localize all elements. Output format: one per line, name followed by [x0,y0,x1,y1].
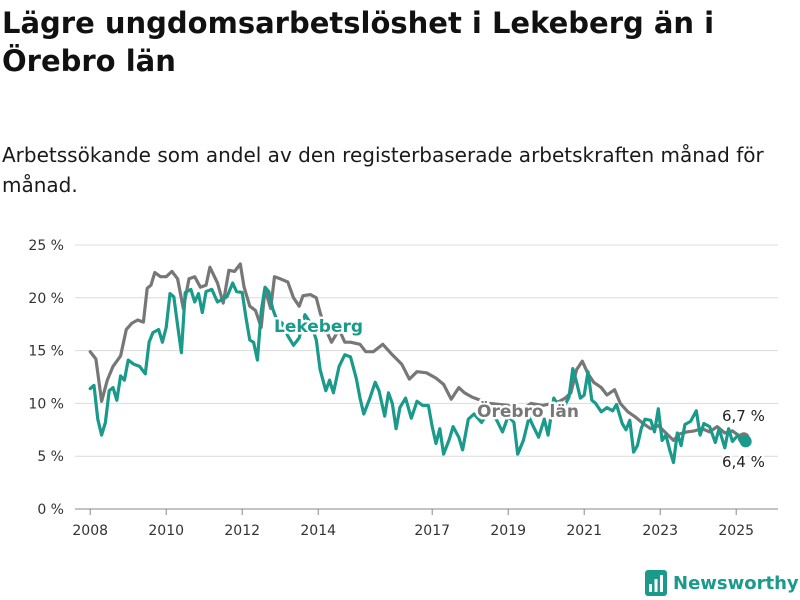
chart-subtitle: Arbetssökande som andel av den registerb… [2,143,764,197]
bar-chart-logo-icon [645,570,667,596]
x-tick-label: 2017 [414,523,450,539]
x-tick-label: 2025 [718,523,754,539]
end-point-marker [739,435,752,448]
x-tick-label: 2019 [490,523,526,539]
x-axis: 2008 2010 2012 2014 2017 2019 2021 2023 2025 [72,509,754,539]
x-tick-label: 2010 [148,523,184,539]
newsworthy-logo: Newsworthy [645,566,799,600]
series-inline-label: Örebro län [477,400,579,422]
end-value-label: 6,7 % [722,407,765,425]
series-inline-label: Lekeberg [274,317,363,337]
x-tick-label: 2023 [642,523,678,539]
series-line-lekeberg [88,281,748,465]
line-chart: 0 %5 %10 %15 %20 %25 % 2008 2010 2012 2014 2… [28,238,778,539]
y-axis: 0 % 5 % 10 % 15 % 20 % 25 % [28,238,64,518]
chart-title: Lägre ungdomsarbetslöshet i Lekeberg än … [2,6,715,78]
y-tick-label: 15 % [28,344,64,360]
gridlines [75,244,778,510]
brand-name: Newsworthy [673,572,799,594]
series-layer [88,262,752,465]
x-tick-label: 2012 [224,523,260,539]
x-tick-label: 2008 [72,523,108,539]
labels-layer: Örebro län Lekeberg 6,7 % 6,4 % [272,315,767,474]
x-tick-label: 2021 [566,523,602,539]
series-line-örebro-län [88,262,746,442]
end-value-label: 6,4 % [722,453,765,471]
y-tick-label: 0 % [37,502,64,518]
y-tick-label: 20 % [28,291,64,307]
y-tick-label: 10 % [28,396,64,412]
x-tick-label: 2014 [300,523,336,539]
y-tick-label: 25 % [28,238,64,254]
y-tick-label: 5 % [37,449,64,465]
